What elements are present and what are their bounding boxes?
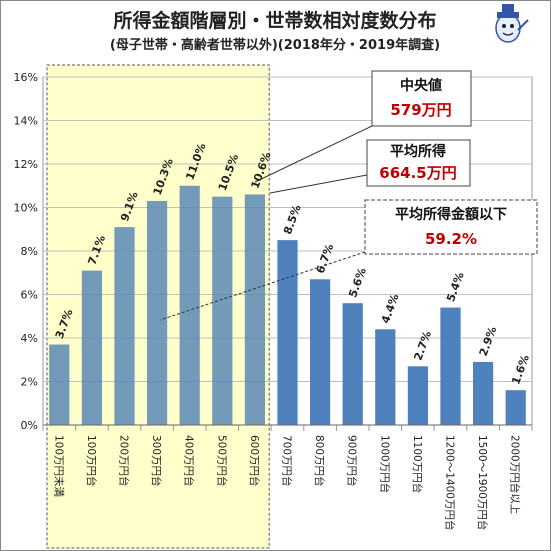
category-label: 700万円台 xyxy=(281,435,294,487)
category-label: 900万円台 xyxy=(346,435,359,487)
y-tick-label: 4% xyxy=(21,332,38,345)
bar xyxy=(179,185,200,425)
category-label: 600万円台 xyxy=(248,435,261,487)
bar xyxy=(505,390,526,425)
category-label: 200万円台 xyxy=(118,435,131,487)
category-label: 1100万円台 xyxy=(411,435,424,493)
y-tick-label: 0% xyxy=(21,419,38,432)
y-tick-label: 8% xyxy=(21,245,38,258)
mean-value: 664.5万円 xyxy=(379,164,456,182)
bar xyxy=(342,303,363,425)
chart-subtitle: (母子世帯・高齢者世帯以外)(2018年分・2019年調査) xyxy=(110,37,440,53)
median-value: 579万円 xyxy=(390,101,451,119)
median-box xyxy=(371,70,472,127)
bar xyxy=(146,200,168,425)
bar xyxy=(212,196,233,425)
bar xyxy=(114,227,135,425)
bar xyxy=(472,361,494,425)
median-callout-line xyxy=(254,125,373,183)
below-mean-callout-line xyxy=(159,251,366,321)
below-mean-value: 59.2% xyxy=(425,230,477,248)
bar xyxy=(244,194,266,425)
y-tick-label: 14% xyxy=(14,115,38,128)
mean-box xyxy=(366,139,471,187)
bar xyxy=(440,307,461,425)
y-tick-label: 6% xyxy=(21,289,38,302)
mean-title: 平均所得 xyxy=(390,143,446,160)
bar xyxy=(49,344,70,425)
category-label: 1000万円台 xyxy=(378,435,391,493)
category-label: 100万円未満 xyxy=(52,435,64,498)
category-label: 1500〜1900万円台 xyxy=(476,435,489,530)
category-label: 1200〜1400万円台 xyxy=(444,435,457,530)
y-tick-label: 12% xyxy=(14,158,38,171)
below-mean-title: 平均所得金額以下 xyxy=(395,206,507,223)
category-label: 300万円台 xyxy=(150,435,163,487)
chart-title: 所得金額階層別・世帯数相対度数分布 xyxy=(113,9,436,32)
mascot-icon xyxy=(495,4,529,43)
y-tick-label: 10% xyxy=(14,202,38,215)
bar xyxy=(277,240,298,425)
category-label: 400万円台 xyxy=(183,435,196,487)
bar xyxy=(309,279,331,425)
category-label: 500万円台 xyxy=(215,435,228,487)
mean-callout-line xyxy=(269,174,368,194)
below-mean-box xyxy=(364,199,538,255)
category-label: 100万円台 xyxy=(85,435,98,487)
category-label: 2000万円台以上 xyxy=(509,435,522,514)
median-title: 中央値 xyxy=(400,77,442,94)
bar xyxy=(81,270,103,425)
bar xyxy=(407,366,429,425)
bar xyxy=(375,329,396,425)
category-label: 800万円台 xyxy=(313,435,326,487)
y-tick-label: 16% xyxy=(14,71,38,84)
plot-area: 0%2%4%6%8%10%12%14%16%3.7%7.1%9.1%10.3% 1… xyxy=(14,64,538,549)
y-tick-label: 2% xyxy=(21,376,38,389)
